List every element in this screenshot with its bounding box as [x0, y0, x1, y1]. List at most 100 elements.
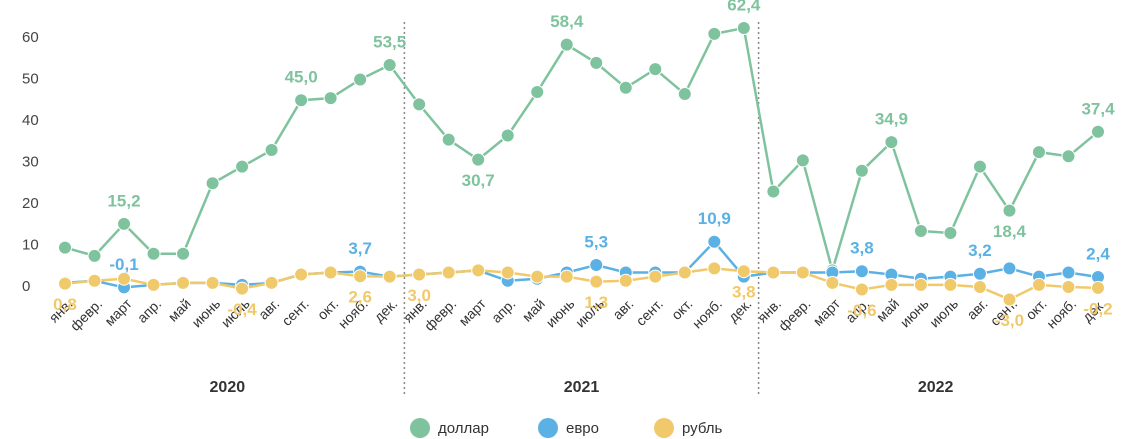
value-label: 53,5 — [373, 32, 406, 51]
data-point — [117, 216, 132, 231]
data-point — [707, 26, 722, 41]
legend-marker — [410, 418, 430, 438]
data-point — [736, 264, 751, 279]
x-tick-label: июнь — [543, 295, 578, 330]
data-point — [1061, 149, 1076, 164]
y-tick-label: 20 — [22, 195, 39, 212]
x-tick-label: дек. — [371, 295, 401, 325]
x-tick-label: июнь — [188, 295, 223, 330]
data-point — [854, 264, 869, 279]
x-tick-label: март — [810, 295, 844, 329]
data-point — [884, 277, 899, 292]
data-point — [1091, 280, 1105, 295]
y-tick-label: 30 — [22, 153, 39, 170]
legend-label: рубль — [682, 420, 723, 437]
data-point — [441, 265, 456, 280]
value-label: -0,2 — [1083, 299, 1112, 318]
value-label: 58,4 — [550, 12, 584, 31]
data-point — [589, 274, 604, 289]
data-point — [382, 269, 397, 284]
data-point — [707, 234, 722, 249]
data-point — [530, 269, 545, 284]
data-point — [412, 97, 427, 112]
value-label: -0,1 — [109, 255, 138, 274]
data-point — [1002, 261, 1017, 276]
year-label: 2022 — [918, 379, 954, 396]
value-label: 0,8 — [53, 295, 77, 314]
data-point — [264, 275, 279, 290]
data-point — [323, 91, 338, 106]
data-point — [264, 143, 279, 158]
data-point — [1091, 124, 1105, 139]
value-label: 10,9 — [698, 209, 731, 228]
x-tick-label: сент. — [278, 295, 311, 328]
series-line — [64, 267, 1099, 301]
value-label: -3,0 — [995, 311, 1024, 330]
data-point — [1061, 265, 1076, 280]
value-label: -0,4 — [227, 300, 257, 319]
x-tick-label: сент. — [633, 295, 666, 328]
data-point — [795, 265, 810, 280]
value-label: 1,3 — [584, 293, 608, 312]
data-point — [854, 163, 869, 178]
data-point — [146, 277, 161, 292]
data-point — [58, 240, 72, 255]
data-point — [500, 128, 515, 143]
data-point — [972, 280, 987, 294]
data-point — [795, 153, 810, 168]
data-point — [235, 159, 250, 174]
data-point — [176, 275, 191, 290]
value-label: 62,4 — [727, 0, 761, 15]
data-point — [648, 269, 663, 284]
data-point — [559, 37, 574, 52]
value-label: 34,9 — [875, 110, 908, 129]
x-tick-label: март — [101, 295, 135, 329]
value-label: 3,0 — [407, 286, 431, 305]
value-label: 5,3 — [584, 232, 608, 251]
data-point — [1061, 280, 1076, 294]
data-point — [294, 93, 309, 108]
value-label: -0,6 — [847, 301, 876, 320]
data-point — [884, 135, 899, 150]
value-label: 3,7 — [348, 239, 372, 258]
x-tick-label: март — [455, 295, 489, 329]
year-label: 2021 — [564, 379, 600, 396]
year-label: 2020 — [210, 379, 246, 396]
data-point — [618, 80, 633, 95]
data-point — [648, 62, 663, 77]
data-point — [500, 265, 515, 280]
data-point — [589, 258, 604, 273]
data-point — [1031, 277, 1046, 292]
data-point — [58, 276, 72, 291]
value-label: 3,8 — [732, 283, 756, 302]
value-label: 3,2 — [968, 241, 992, 260]
data-point — [530, 84, 545, 99]
data-point — [353, 72, 368, 87]
data-point — [766, 184, 781, 199]
x-tick-label: июль — [926, 295, 961, 330]
data-point — [117, 271, 132, 286]
value-label: 18,4 — [993, 222, 1027, 241]
x-tick-label: апр. — [134, 295, 164, 325]
x-tick-label: нояб. — [689, 295, 725, 331]
data-point — [589, 55, 604, 70]
data-point — [87, 248, 102, 263]
data-point — [559, 269, 574, 284]
data-point — [943, 277, 958, 292]
data-point — [854, 282, 869, 297]
data-point — [972, 159, 987, 174]
y-tick-label: 50 — [22, 70, 39, 87]
value-label: 15,2 — [107, 191, 140, 210]
data-point — [913, 277, 928, 292]
x-tick-label: июнь — [897, 295, 932, 330]
value-label: 2,4 — [1086, 245, 1110, 264]
value-label: 37,4 — [1081, 99, 1115, 118]
data-point — [382, 57, 397, 72]
value-label: 2,6 — [348, 288, 372, 307]
data-point — [736, 21, 751, 36]
legend-marker — [538, 418, 558, 438]
data-point — [618, 273, 633, 288]
data-point — [176, 246, 191, 261]
legend-marker — [654, 418, 674, 438]
